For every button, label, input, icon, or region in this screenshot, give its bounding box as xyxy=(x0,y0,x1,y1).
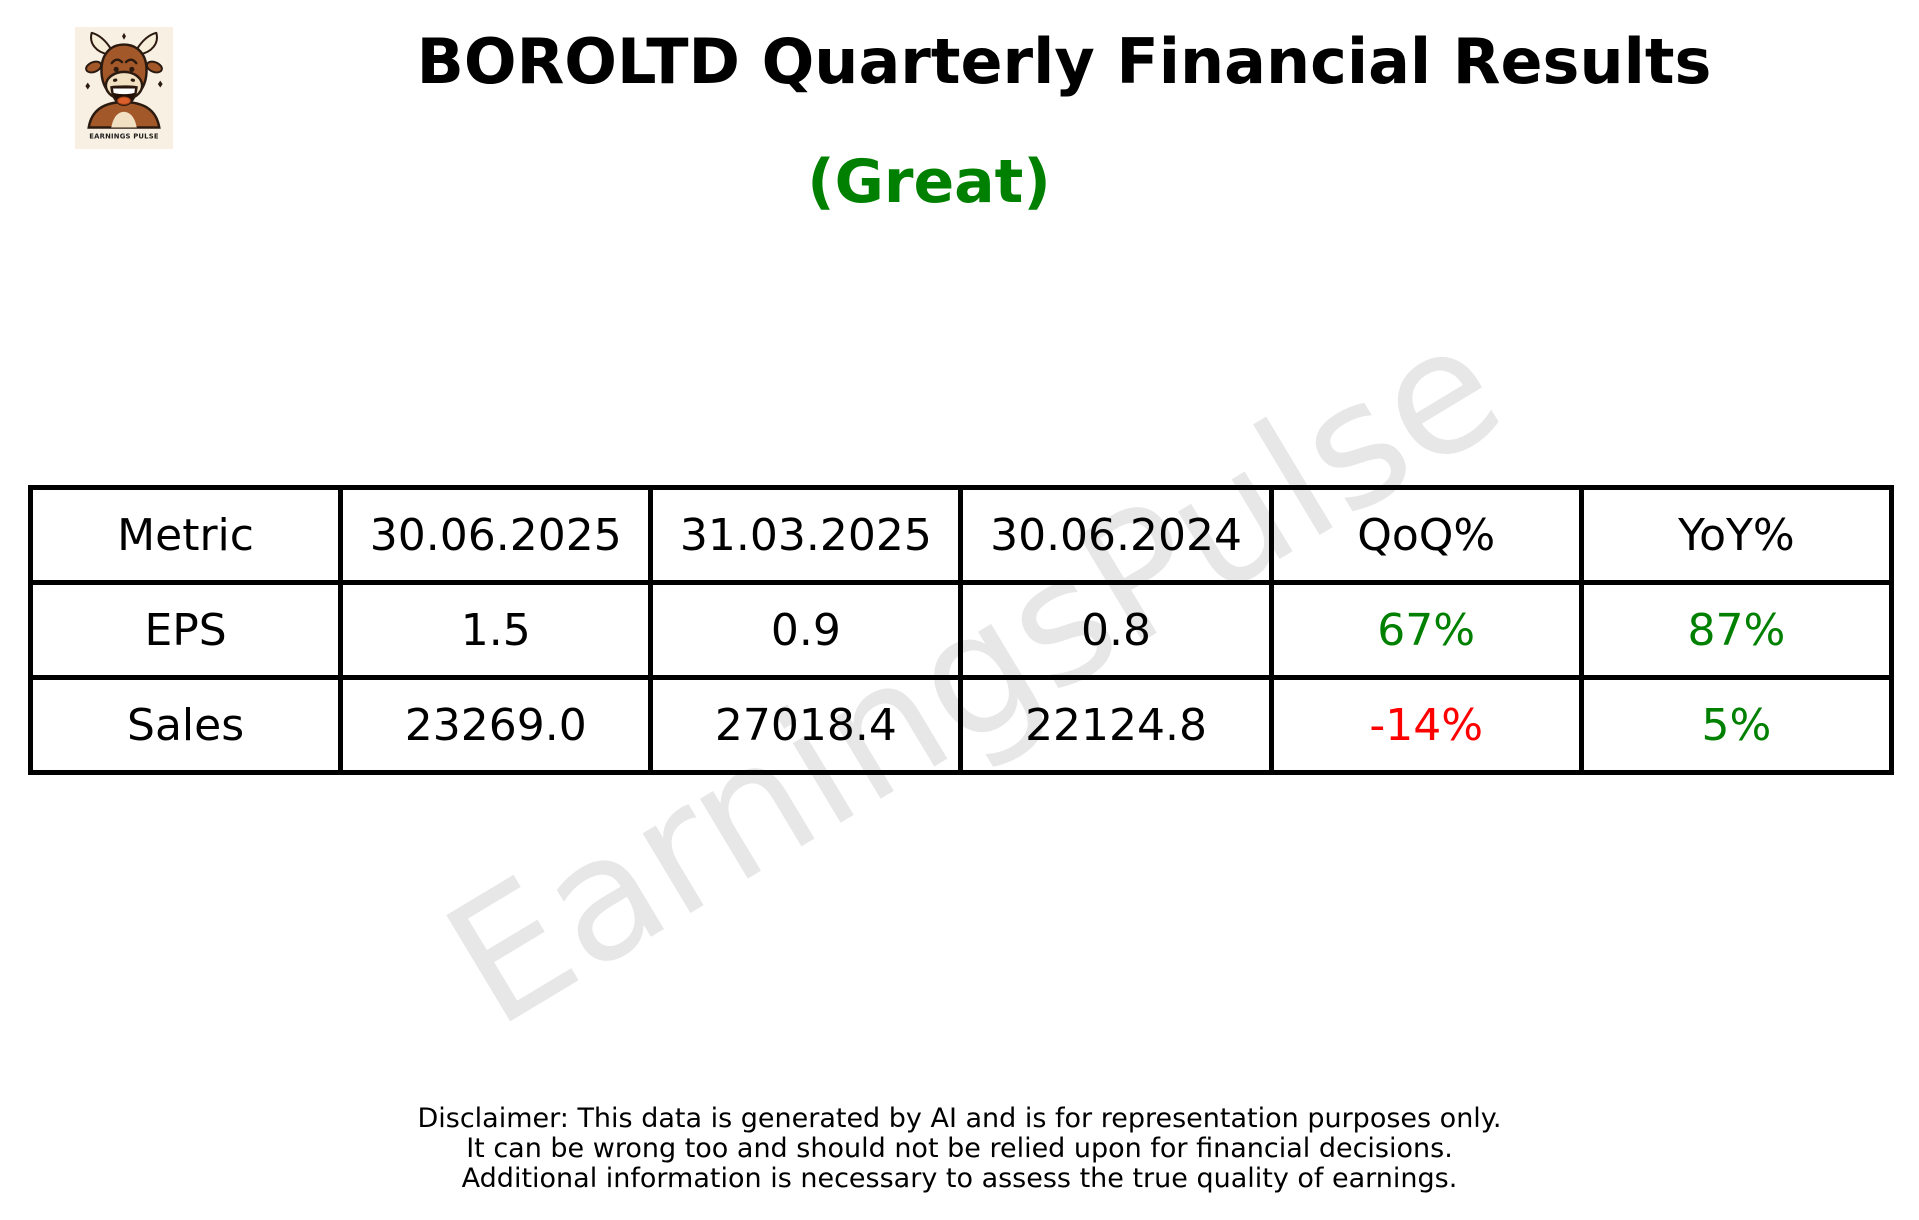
verdict-subtitle: (Great) xyxy=(807,147,1051,217)
disclaimer-line: Disclaimer: This data is generated by AI… xyxy=(417,1103,1502,1134)
cell-sales-yearago: 22124.8 xyxy=(958,675,1274,775)
bull-eyebrow-right xyxy=(124,58,138,65)
logo-caption: EARNINGS PULSE xyxy=(89,132,159,140)
quarterly-results-table: Metric 30.06.2025 31.03.2025 30.06.2024 … xyxy=(27,485,1895,775)
bull-tongue xyxy=(117,96,131,105)
bull-nostril-right xyxy=(130,78,136,82)
bull-eyebrow-left xyxy=(110,58,124,65)
bull-horn-left xyxy=(90,31,113,56)
cell-eps-current: 1.5 xyxy=(338,580,654,680)
disclaimer-line: It can be wrong too and should not be re… xyxy=(466,1133,1453,1164)
cell-sales-qoq: -14% xyxy=(1268,675,1584,775)
earnings-pulse-logo: EARNINGS PULSE xyxy=(75,27,173,149)
table-row-eps: EPS 1.5 0.9 0.8 67% 87% xyxy=(27,580,1895,680)
cell-eps-yearago: 0.8 xyxy=(958,580,1274,680)
cell-eps-qoq: 67% xyxy=(1268,580,1584,680)
cell-eps-previous: 0.9 xyxy=(648,580,964,680)
column-header-q-previous: 31.03.2025 xyxy=(648,485,964,585)
table-header-row: Metric 30.06.2025 31.03.2025 30.06.2024 … xyxy=(27,485,1895,585)
bull-chest xyxy=(111,111,137,128)
page-title: BOROLTD Quarterly Financial Results xyxy=(416,25,1712,98)
table-row-sales: Sales 23269.0 27018.4 22124.8 -14% 5% xyxy=(27,675,1895,775)
disclaimer-line: Additional information is necessary to a… xyxy=(461,1163,1458,1194)
cell-sales-current: 23269.0 xyxy=(338,675,654,775)
column-header-metric: Metric xyxy=(27,485,344,585)
column-header-qoq: QoQ% xyxy=(1268,485,1584,585)
bull-logo-icon: EARNINGS PULSE xyxy=(75,27,173,149)
bull-eye-left xyxy=(113,66,119,72)
column-header-yoy: YoY% xyxy=(1578,485,1895,585)
column-header-q-current: 30.06.2025 xyxy=(338,485,654,585)
disclaimer: Disclaimer: This data is generated by AI… xyxy=(0,1104,1919,1194)
column-header-q-yearago: 30.06.2024 xyxy=(958,485,1274,585)
sparkle-icon xyxy=(122,32,126,40)
bull-teeth xyxy=(113,88,135,95)
cell-sales-previous: 27018.4 xyxy=(648,675,964,775)
cell-eps-label: EPS xyxy=(27,580,344,680)
bull-nostril-left xyxy=(112,78,118,82)
bull-horn-right xyxy=(135,31,158,56)
cell-eps-yoy: 87% xyxy=(1578,580,1895,680)
bull-eye-right xyxy=(129,66,135,72)
cell-sales-label: Sales xyxy=(27,675,344,775)
cell-sales-yoy: 5% xyxy=(1578,675,1895,775)
sparkle-icon xyxy=(85,82,91,90)
